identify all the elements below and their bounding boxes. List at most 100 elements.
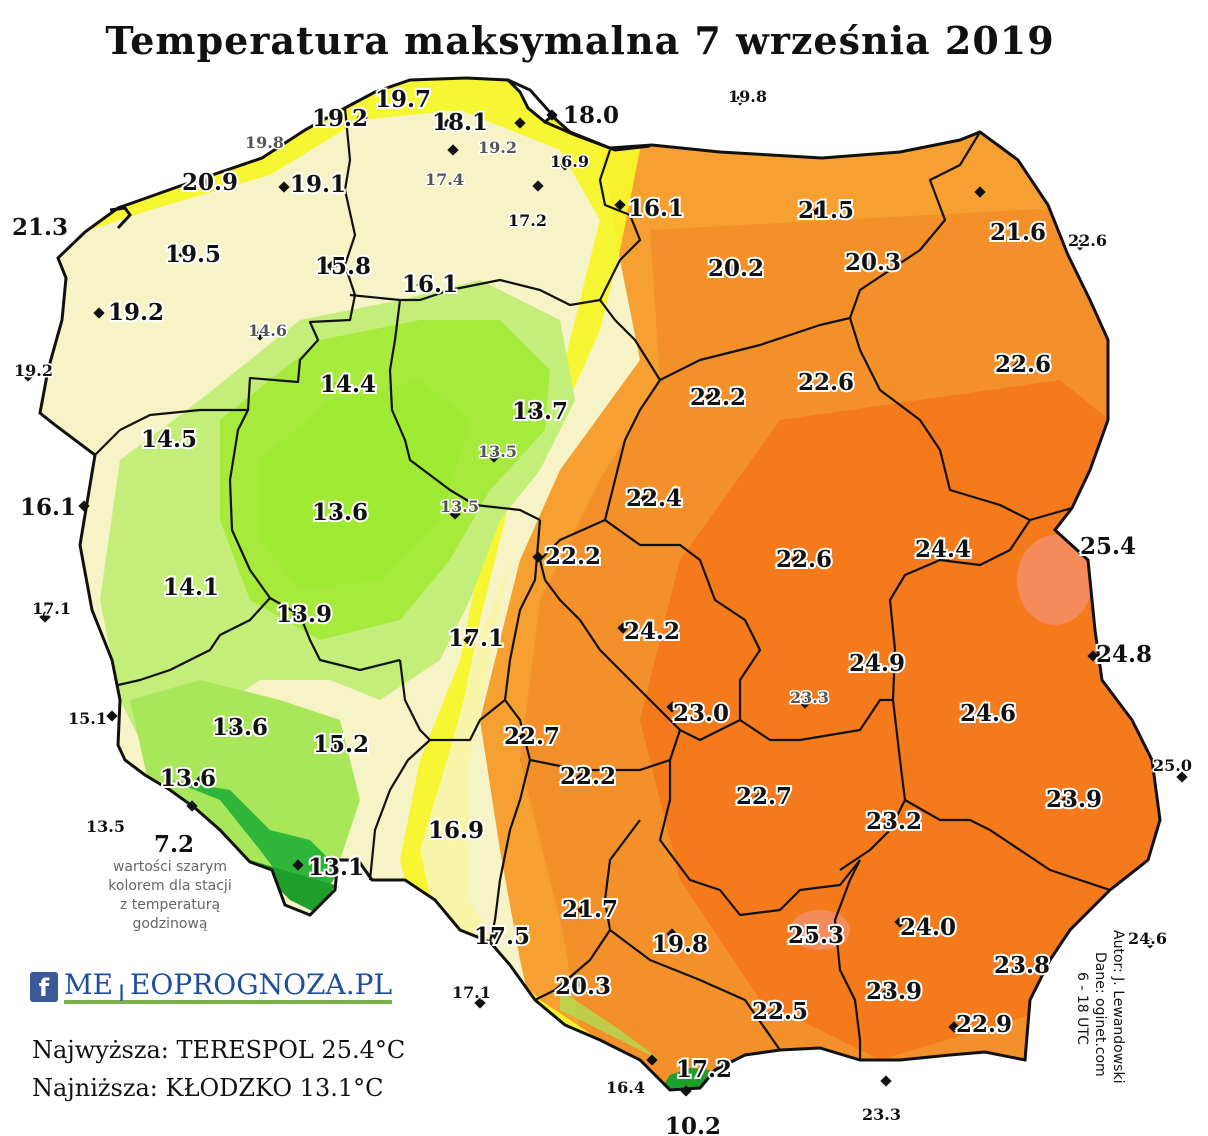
station: 22.2 [532, 541, 603, 572]
temperature-label: 24.6 [960, 700, 1016, 727]
temperature-label: 24.8 [1096, 641, 1152, 668]
station-marker [882, 817, 894, 829]
station: 25.3 [786, 920, 846, 951]
station-marker [196, 773, 208, 785]
temperature-label: 22.2 [560, 763, 616, 790]
station: 24.4 [913, 534, 973, 565]
temperature-label: 13.5 [440, 497, 479, 516]
map-title: Temperatura maksymalna 7 września 2019 [105, 18, 1055, 63]
min-temperature-line: Najniższa: KŁODZKO 13.1°C [32, 1074, 384, 1102]
station: 17.5 [472, 921, 532, 952]
station-marker [532, 551, 544, 563]
temperature-label: 24.6 [1128, 929, 1167, 948]
station: 20.9 [180, 167, 240, 198]
station-marker [1176, 771, 1188, 783]
station: 14.1 [161, 572, 221, 603]
temperature-label: 25.4 [1080, 533, 1136, 560]
station-marker [1087, 650, 1099, 662]
station: 22.7 [502, 721, 562, 752]
station-marker [1074, 239, 1086, 251]
temperature-label: 16.1 [628, 195, 684, 222]
station-marker [527, 406, 539, 418]
station: 19.2 [310, 103, 370, 134]
station: 20.3 [553, 971, 613, 1002]
station: 24.2 [617, 616, 682, 647]
station: 13.5 [85, 816, 127, 838]
station-marker [447, 144, 459, 156]
meteoprognoza-logo[interactable]: f ME╷EOPROGNOZA.PL [30, 968, 393, 1006]
temperature-label: 22.6 [776, 546, 832, 573]
station: 16.1 [18, 492, 90, 523]
temperature-label: 22.4 [626, 485, 682, 512]
station: 23.3 [861, 1075, 902, 1126]
station-marker [330, 511, 342, 523]
station-marker [804, 934, 816, 946]
station: 17.4 [424, 144, 465, 191]
station-marker [617, 622, 629, 634]
temperature-label: 23.9 [866, 978, 922, 1005]
temperature-label: 13.5 [478, 442, 517, 461]
station: 19.8 [650, 928, 710, 960]
temperature-label: 22.2 [545, 543, 601, 570]
station: 13.5 [439, 496, 480, 520]
station: 24.9 [847, 648, 907, 679]
station: 13.5 [477, 441, 518, 463]
temperature-label: 23.9 [1046, 786, 1102, 813]
station-marker [178, 582, 190, 594]
time-period-credit: 6 - 18 UTC [1074, 972, 1090, 1045]
station: 17.1 [451, 982, 492, 1009]
station: 16.4 [605, 1054, 658, 1099]
station-marker [894, 916, 906, 928]
note-line: wartości szarym [112, 859, 228, 875]
station-marker [880, 1075, 892, 1087]
station: 10.2 [663, 1085, 723, 1136]
station: 22.6 [796, 367, 856, 398]
station-marker [860, 258, 872, 270]
station: 25.0 [1152, 755, 1193, 783]
station: 13.9 [274, 599, 334, 630]
station: 19.2 [13, 360, 54, 382]
station: 17.1 [31, 598, 72, 623]
station: 25.4 [1078, 531, 1138, 562]
station: 19.5 [163, 239, 223, 270]
temperature-label: 25.3 [788, 922, 844, 949]
temperature-label: 19.8 [245, 133, 284, 152]
station: 15.8 [313, 251, 373, 282]
temperature-label: 14.5 [141, 426, 197, 453]
station-marker [705, 391, 717, 403]
station-marker [489, 928, 501, 940]
station-marker [614, 199, 626, 211]
station-marker [278, 181, 290, 193]
temperature-label: 24.4 [915, 536, 971, 563]
station: 14.4 [318, 369, 378, 400]
temperature-label: 16.4 [606, 1078, 645, 1097]
station: 24.8 [1087, 639, 1154, 670]
station-marker [575, 772, 587, 784]
station-marker [474, 997, 486, 1009]
temperature-label: 16.1 [20, 494, 76, 521]
temperature-label: 24.2 [624, 618, 680, 645]
temperature-label: 15.2 [313, 731, 369, 758]
temperature-label: 21.5 [798, 197, 854, 224]
station: 22.7 [734, 781, 794, 812]
station: 15.1 [67, 708, 118, 730]
station: 20.2 [706, 253, 766, 284]
facebook-icon[interactable]: f [30, 972, 58, 1002]
temperature-label: 13.6 [212, 714, 268, 741]
station-marker [444, 826, 456, 838]
station: 24.6 [958, 698, 1018, 729]
temperature-label: 19.8 [652, 931, 708, 958]
station-marker [726, 264, 738, 276]
station: 23.0 [666, 698, 731, 729]
station: 21.7 [560, 894, 620, 925]
station: 22.2 [558, 761, 618, 792]
station: 16.9 [426, 815, 486, 846]
temperature-label: 22.9 [956, 1011, 1012, 1038]
temperature-label: 23.3 [790, 688, 829, 707]
station: 19.7 [373, 84, 433, 115]
station-marker [449, 508, 461, 520]
temperature-label: 24.0 [900, 914, 956, 941]
station-marker [463, 634, 475, 646]
station: 23.9 [864, 976, 924, 1007]
station: 16.9 [549, 151, 591, 173]
